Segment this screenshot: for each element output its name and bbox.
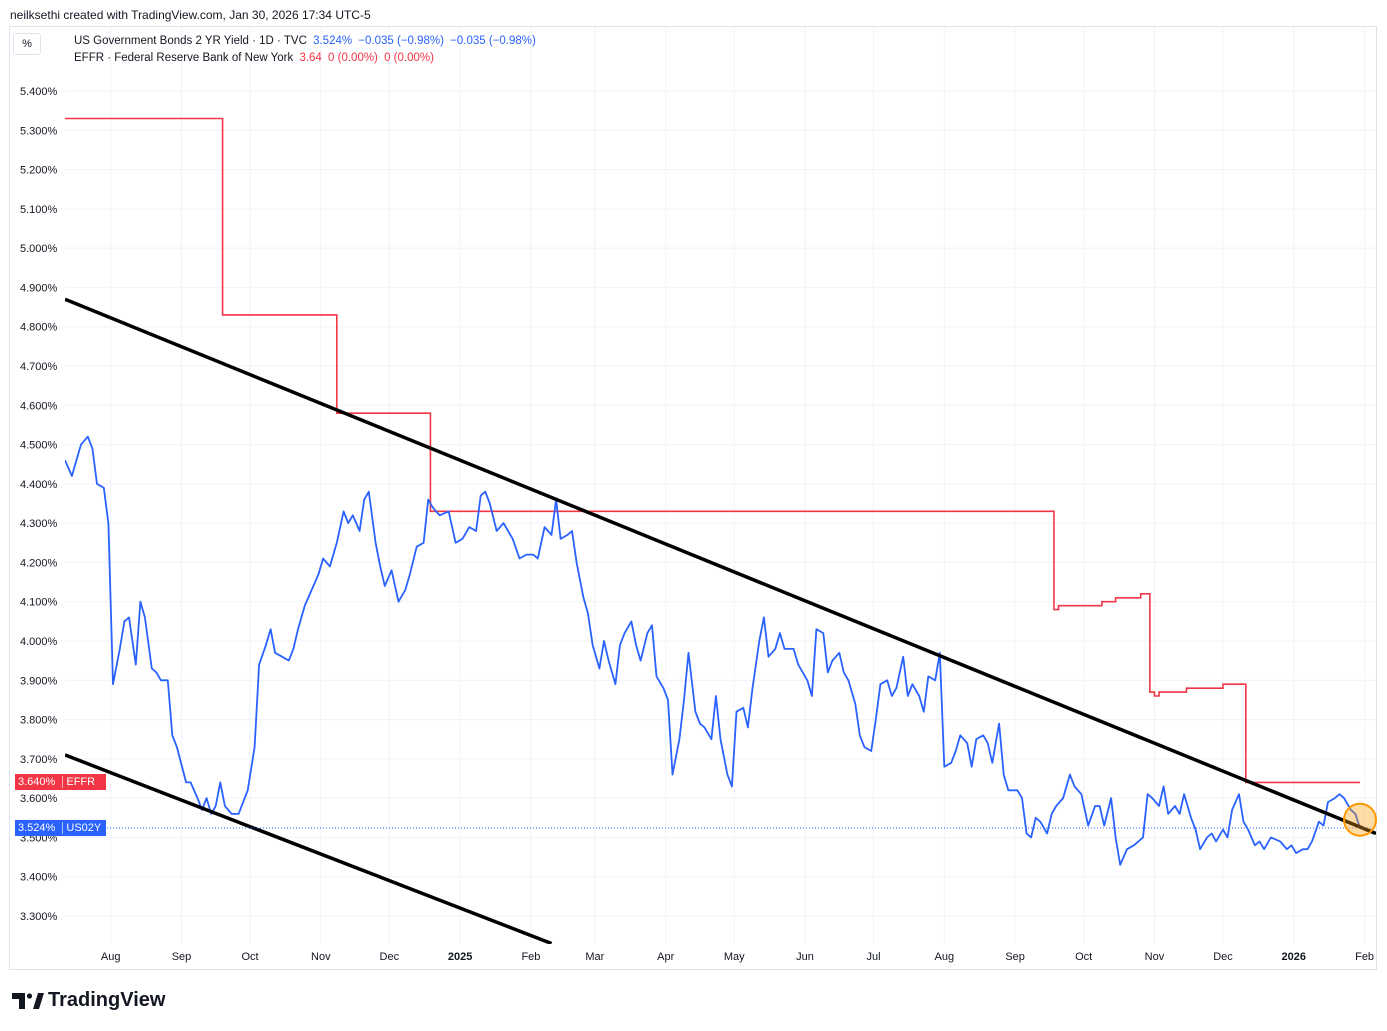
legend-us02y-change: −0.035 (−0.98%): [358, 35, 444, 47]
chart-frame[interactable]: [9, 26, 1377, 970]
series-group: [65, 117, 1376, 944]
y-tick-label: 4.000%: [20, 636, 58, 648]
us02y-tag-label: US02Y: [62, 822, 102, 834]
legend-effr-name: EFFR · Federal Reserve Bank of New York: [74, 52, 294, 64]
y-tick-label: 3.300%: [20, 911, 58, 923]
us02y-tag-value: 3.524%: [18, 822, 56, 834]
x-tick-label: 2025: [448, 951, 472, 963]
x-tick-label: Jul: [866, 951, 880, 963]
lower-trendline: [65, 753, 553, 944]
y-tick-label: 4.300%: [20, 518, 58, 530]
tradingview-logo-icon: [12, 992, 44, 1009]
y-tick-label: 5.400%: [20, 86, 58, 98]
y-tick-label: 5.000%: [20, 243, 58, 255]
y-tick-label: 5.300%: [20, 125, 58, 137]
y-tick-label: 4.800%: [20, 322, 58, 334]
x-tick-label: Mar: [585, 951, 604, 963]
x-tick-label: Dec: [1213, 951, 1233, 963]
x-tick-label: Nov: [1145, 951, 1165, 963]
x-tick-label: Dec: [380, 951, 400, 963]
x-tick-label: Apr: [657, 951, 674, 963]
y-tick-label: 4.100%: [20, 597, 58, 609]
y-tick-label: 3.600%: [20, 793, 58, 805]
legend-effr-change: 0 (0.00%): [328, 52, 378, 64]
y-tick-label: 5.100%: [20, 204, 58, 216]
x-tick-label: Oct: [241, 951, 258, 963]
x-tick-label: Feb: [1355, 951, 1374, 963]
y-tick-label: 4.200%: [20, 557, 58, 569]
x-tick-label: 2026: [1282, 951, 1306, 963]
legend-us02y-last: 3.524%: [313, 35, 353, 47]
legend-us02y-name: US Government Bonds 2 YR Yield · 1D · TV…: [74, 35, 307, 47]
y-tick-label: 4.500%: [20, 440, 58, 452]
x-tick-label: Nov: [311, 951, 331, 963]
y-tick-label: 3.700%: [20, 754, 58, 766]
upper-trendline: [65, 297, 1376, 836]
x-tick-label: May: [724, 951, 745, 963]
y-tick-label: 3.800%: [20, 715, 58, 727]
x-tick-label: Aug: [101, 951, 121, 963]
y-tick-label: 4.600%: [20, 400, 58, 412]
y-tick-label: 4.400%: [20, 479, 58, 491]
effr-tag-value: 3.640%: [18, 776, 56, 789]
x-tick-label: Sep: [1005, 951, 1025, 963]
legend-series-effr[interactable]: EFFR · Federal Reserve Bank of New York …: [74, 52, 437, 64]
x-tick-label: Oct: [1075, 951, 1092, 963]
us02y-series-line: [65, 435, 1361, 866]
legend-us02y-change2: −0.035 (−0.98%): [450, 35, 536, 47]
legend-series-us02y[interactable]: US Government Bonds 2 YR Yield · 1D · TV…: [74, 35, 539, 47]
tradingview-brand-text: TradingView: [48, 989, 166, 1011]
x-tick-label: Sep: [172, 951, 192, 963]
y-tick-label: 5.200%: [20, 165, 58, 177]
attribution-text: neilksethi created with TradingView.com,…: [10, 8, 371, 22]
tradingview-logo[interactable]: TradingView: [12, 989, 165, 1012]
y-tick-label: 3.400%: [20, 872, 58, 884]
effr-tag-label: EFFR: [62, 776, 96, 789]
y-tick-label: 4.700%: [20, 361, 58, 373]
x-tick-label: Feb: [521, 951, 540, 963]
x-tick-label: Jun: [796, 951, 814, 963]
y-tick-label: 4.900%: [20, 282, 58, 294]
x-tick-label: Aug: [935, 951, 955, 963]
percent-scale-button[interactable]: %: [13, 33, 41, 55]
legend-effr-change2: 0 (0.00%): [384, 52, 434, 64]
us02y-price-tag: 3.524% US02Y: [15, 820, 106, 836]
legend-effr-last: 3.64: [299, 52, 322, 64]
effr-price-tag: 3.640% EFFR: [15, 774, 106, 791]
effr-series-line: [65, 117, 1361, 784]
highlight-marker-circle: [1343, 802, 1378, 837]
y-tick-label: 3.900%: [20, 675, 58, 687]
